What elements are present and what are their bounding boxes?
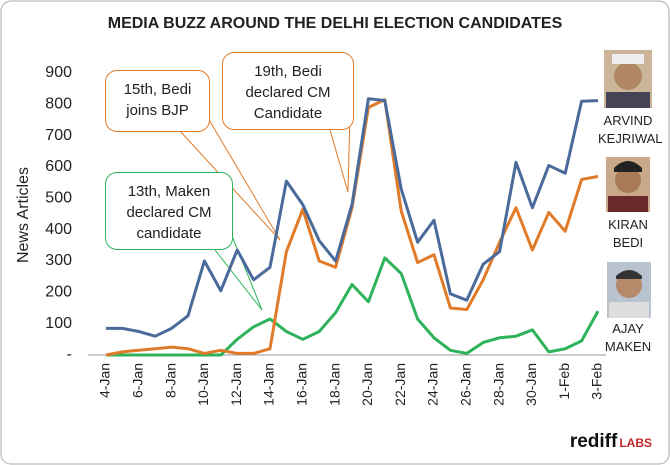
x-tick-label: 4-Jan	[97, 363, 113, 398]
y-tick-label: 400	[45, 221, 72, 238]
x-tick-label: 16-Jan	[294, 363, 310, 406]
x-tick-label: 28-Jan	[490, 363, 506, 406]
series-label: KIRAN BEDI	[608, 217, 648, 250]
x-tick-label: 30-Jan	[523, 363, 539, 406]
series-line	[106, 97, 599, 338]
annotation: 19th, Bedi declared CM Candidate	[222, 52, 354, 130]
y-tick-label: -	[67, 346, 72, 363]
series-label: ARVIND KEJRIWAL	[598, 113, 663, 146]
logo-brand: rediff	[569, 431, 618, 452]
x-tick-label: 6-Jan	[130, 363, 146, 398]
y-tick-label: 300	[45, 252, 72, 269]
series-label: AJAY MAKEN	[604, 321, 652, 354]
logo-sub: LABS	[619, 436, 652, 450]
y-axis-label: News Articles	[15, 167, 32, 263]
annotation: 15th, Bedi joins BJP	[105, 70, 210, 132]
photo	[604, 50, 652, 318]
logo: rediff LABS	[570, 431, 652, 453]
x-tick-label: 10-Jan	[195, 363, 211, 406]
annotation: 13th, Maken declared CM candidate	[105, 172, 233, 250]
chart-title: MEDIA BUZZ AROUND THE DELHI ELECTION CAN…	[108, 15, 563, 32]
x-tick-label: 18-Jan	[326, 363, 342, 406]
y-tick-label: 100	[45, 315, 72, 332]
x-tick-label: 8-Jan	[162, 363, 178, 398]
y-tick-label: 500	[45, 190, 72, 207]
pointer	[214, 235, 263, 311]
y-tick-label: 600	[45, 158, 72, 175]
x-tick-label: 26-Jan	[458, 363, 474, 406]
series-line	[106, 256, 600, 357]
x-tick-label: 12-Jan	[228, 363, 244, 406]
x-tick-label: 3-Feb	[589, 363, 605, 400]
x-tick-label: 14-Jan	[261, 363, 277, 406]
x-tick-label: 1-Feb	[556, 363, 572, 400]
y-tick-label: 800	[45, 96, 72, 113]
y-tick-label: 900	[45, 64, 72, 81]
x-tick-label: 24-Jan	[425, 363, 441, 406]
y-tick-label: 700	[45, 127, 72, 144]
x-tick-label: 22-Jan	[392, 363, 408, 406]
x-tick-label: 20-Jan	[359, 363, 375, 406]
y-tick-label: 200	[45, 284, 72, 301]
